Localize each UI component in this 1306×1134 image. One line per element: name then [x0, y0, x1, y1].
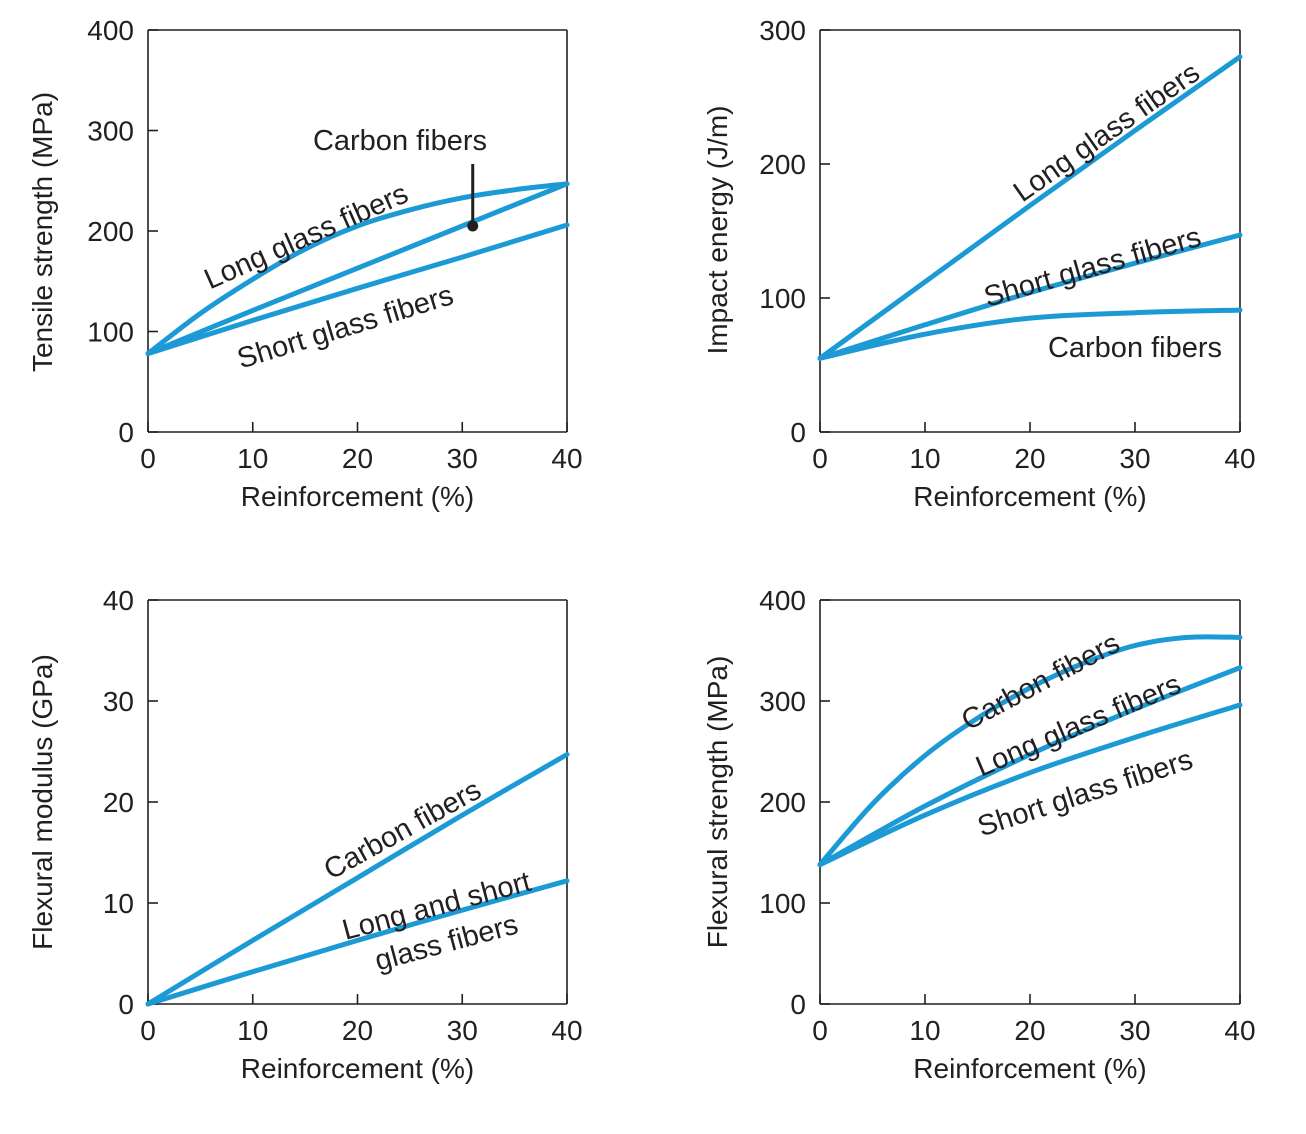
x-tick-label: 20 [1014, 1015, 1045, 1046]
x-tick-label: 10 [909, 443, 940, 474]
x-axis-title: Reinforcement (%) [241, 1053, 474, 1084]
series-line-long-glass-fibers [817, 665, 1243, 868]
curve-label: Short glass fibers [980, 221, 1204, 314]
x-tick-label: 40 [1224, 1015, 1255, 1046]
x-tick-label: 10 [237, 1015, 268, 1046]
x-axis-title: Reinforcement (%) [913, 1053, 1146, 1084]
x-tick-label: 10 [909, 1015, 940, 1046]
y-tick-label: 20 [103, 787, 134, 818]
y-tick-label: 40 [103, 585, 134, 616]
curve-label-text: Long glass fibers [200, 178, 413, 296]
series-line-carbon-fibers [817, 634, 1243, 868]
x-tick-label: 20 [1014, 443, 1045, 474]
x-tick-label: 40 [551, 443, 582, 474]
x-tick-label: 30 [1119, 443, 1150, 474]
x-tick-label: 30 [1119, 1015, 1150, 1046]
curve-label-text: Long glass fibers [1008, 57, 1206, 209]
curve-label: Carbon fibers [1048, 332, 1222, 364]
curve-label: Carbon fibers [313, 125, 487, 157]
curve-label-text: Short glass fibers [980, 221, 1204, 314]
curve-label: Carbon fibers [319, 774, 487, 886]
y-tick-label: 300 [87, 116, 134, 147]
series-line-long-glass-fibers [145, 181, 570, 357]
x-axis-title: Reinforcement (%) [913, 481, 1146, 512]
series-line-long-glass-fibers [817, 54, 1243, 361]
x-axis-title: Reinforcement (%) [241, 481, 474, 512]
annotation-marker [467, 220, 479, 232]
series-line-short-glass-fibers [817, 232, 1243, 361]
y-tick-label: 300 [759, 15, 806, 46]
y-tick-label: 200 [759, 787, 806, 818]
curve-label-text: Carbon fibers [319, 774, 487, 886]
x-tick-label: 0 [812, 1015, 828, 1046]
chart-panel-2: 0 100 200 300 0 10 20 30 40 Reinforcement (%) Impa… [702, 15, 1256, 512]
curve-label: Long glass fibers [1008, 57, 1206, 209]
x-tick-label: 0 [140, 1015, 156, 1046]
series-line-carbon-fibers [145, 752, 570, 1007]
x-tick-label: 0 [812, 443, 828, 474]
y-tick-label: 100 [87, 317, 134, 348]
y-tick-label: 30 [103, 686, 134, 717]
y-axis-title: Flexural strength (MPa) [702, 656, 733, 949]
x-tick-label: 30 [447, 443, 478, 474]
y-tick-label: 100 [759, 283, 806, 314]
chart-panel-4: 0 100 200 300 400 0 10 20 30 40 Reinforcement (%) F… [702, 585, 1256, 1084]
x-tick-label: 40 [551, 1015, 582, 1046]
y-tick-label: 10 [103, 888, 134, 919]
y-tick-label: 400 [87, 15, 134, 46]
y-tick-label: 0 [790, 989, 806, 1020]
y-tick-label: 200 [87, 216, 134, 247]
y-axis-title: Impact energy (J/m) [702, 106, 733, 355]
y-tick-label: 100 [759, 888, 806, 919]
series-line-long-and-short-glass-fibers [145, 878, 570, 1007]
y-axis-title: Flexural modulus (GPa) [27, 654, 58, 950]
x-tick-label: 40 [1224, 443, 1255, 474]
y-tick-label: 200 [759, 149, 806, 180]
curve-label-text: Carbon fibers [313, 125, 487, 157]
series-line-short-glass-fibers [817, 702, 1243, 868]
x-tick-label: 0 [140, 443, 156, 474]
curve-label-text: Carbon fibers [1048, 332, 1222, 364]
chart-panel-1: 0 100 200 300 400 0 10 20 30 40 Reinforcement (%) T… [27, 15, 583, 512]
series-line-carbon-fibers [817, 307, 1243, 361]
curve-label: Long glass fibers [200, 178, 413, 296]
x-tick-label: 20 [342, 443, 373, 474]
x-tick-label: 20 [342, 1015, 373, 1046]
series-line-short-glass-fibers [145, 222, 570, 357]
chart-panel-3: 0 10 20 30 40 0 10 20 30 40 Reinforcement (%) Flexu… [27, 585, 583, 1084]
x-tick-label: 30 [447, 1015, 478, 1046]
y-tick-label: 0 [790, 417, 806, 448]
y-axis-title: Tensile strength (MPa) [27, 92, 58, 372]
x-tick-label: 10 [237, 443, 268, 474]
y-tick-label: 0 [118, 989, 134, 1020]
y-tick-label: 0 [118, 417, 134, 448]
y-tick-label: 300 [759, 686, 806, 717]
series-line-carbon-fibers [145, 181, 570, 357]
y-tick-label: 400 [759, 585, 806, 616]
